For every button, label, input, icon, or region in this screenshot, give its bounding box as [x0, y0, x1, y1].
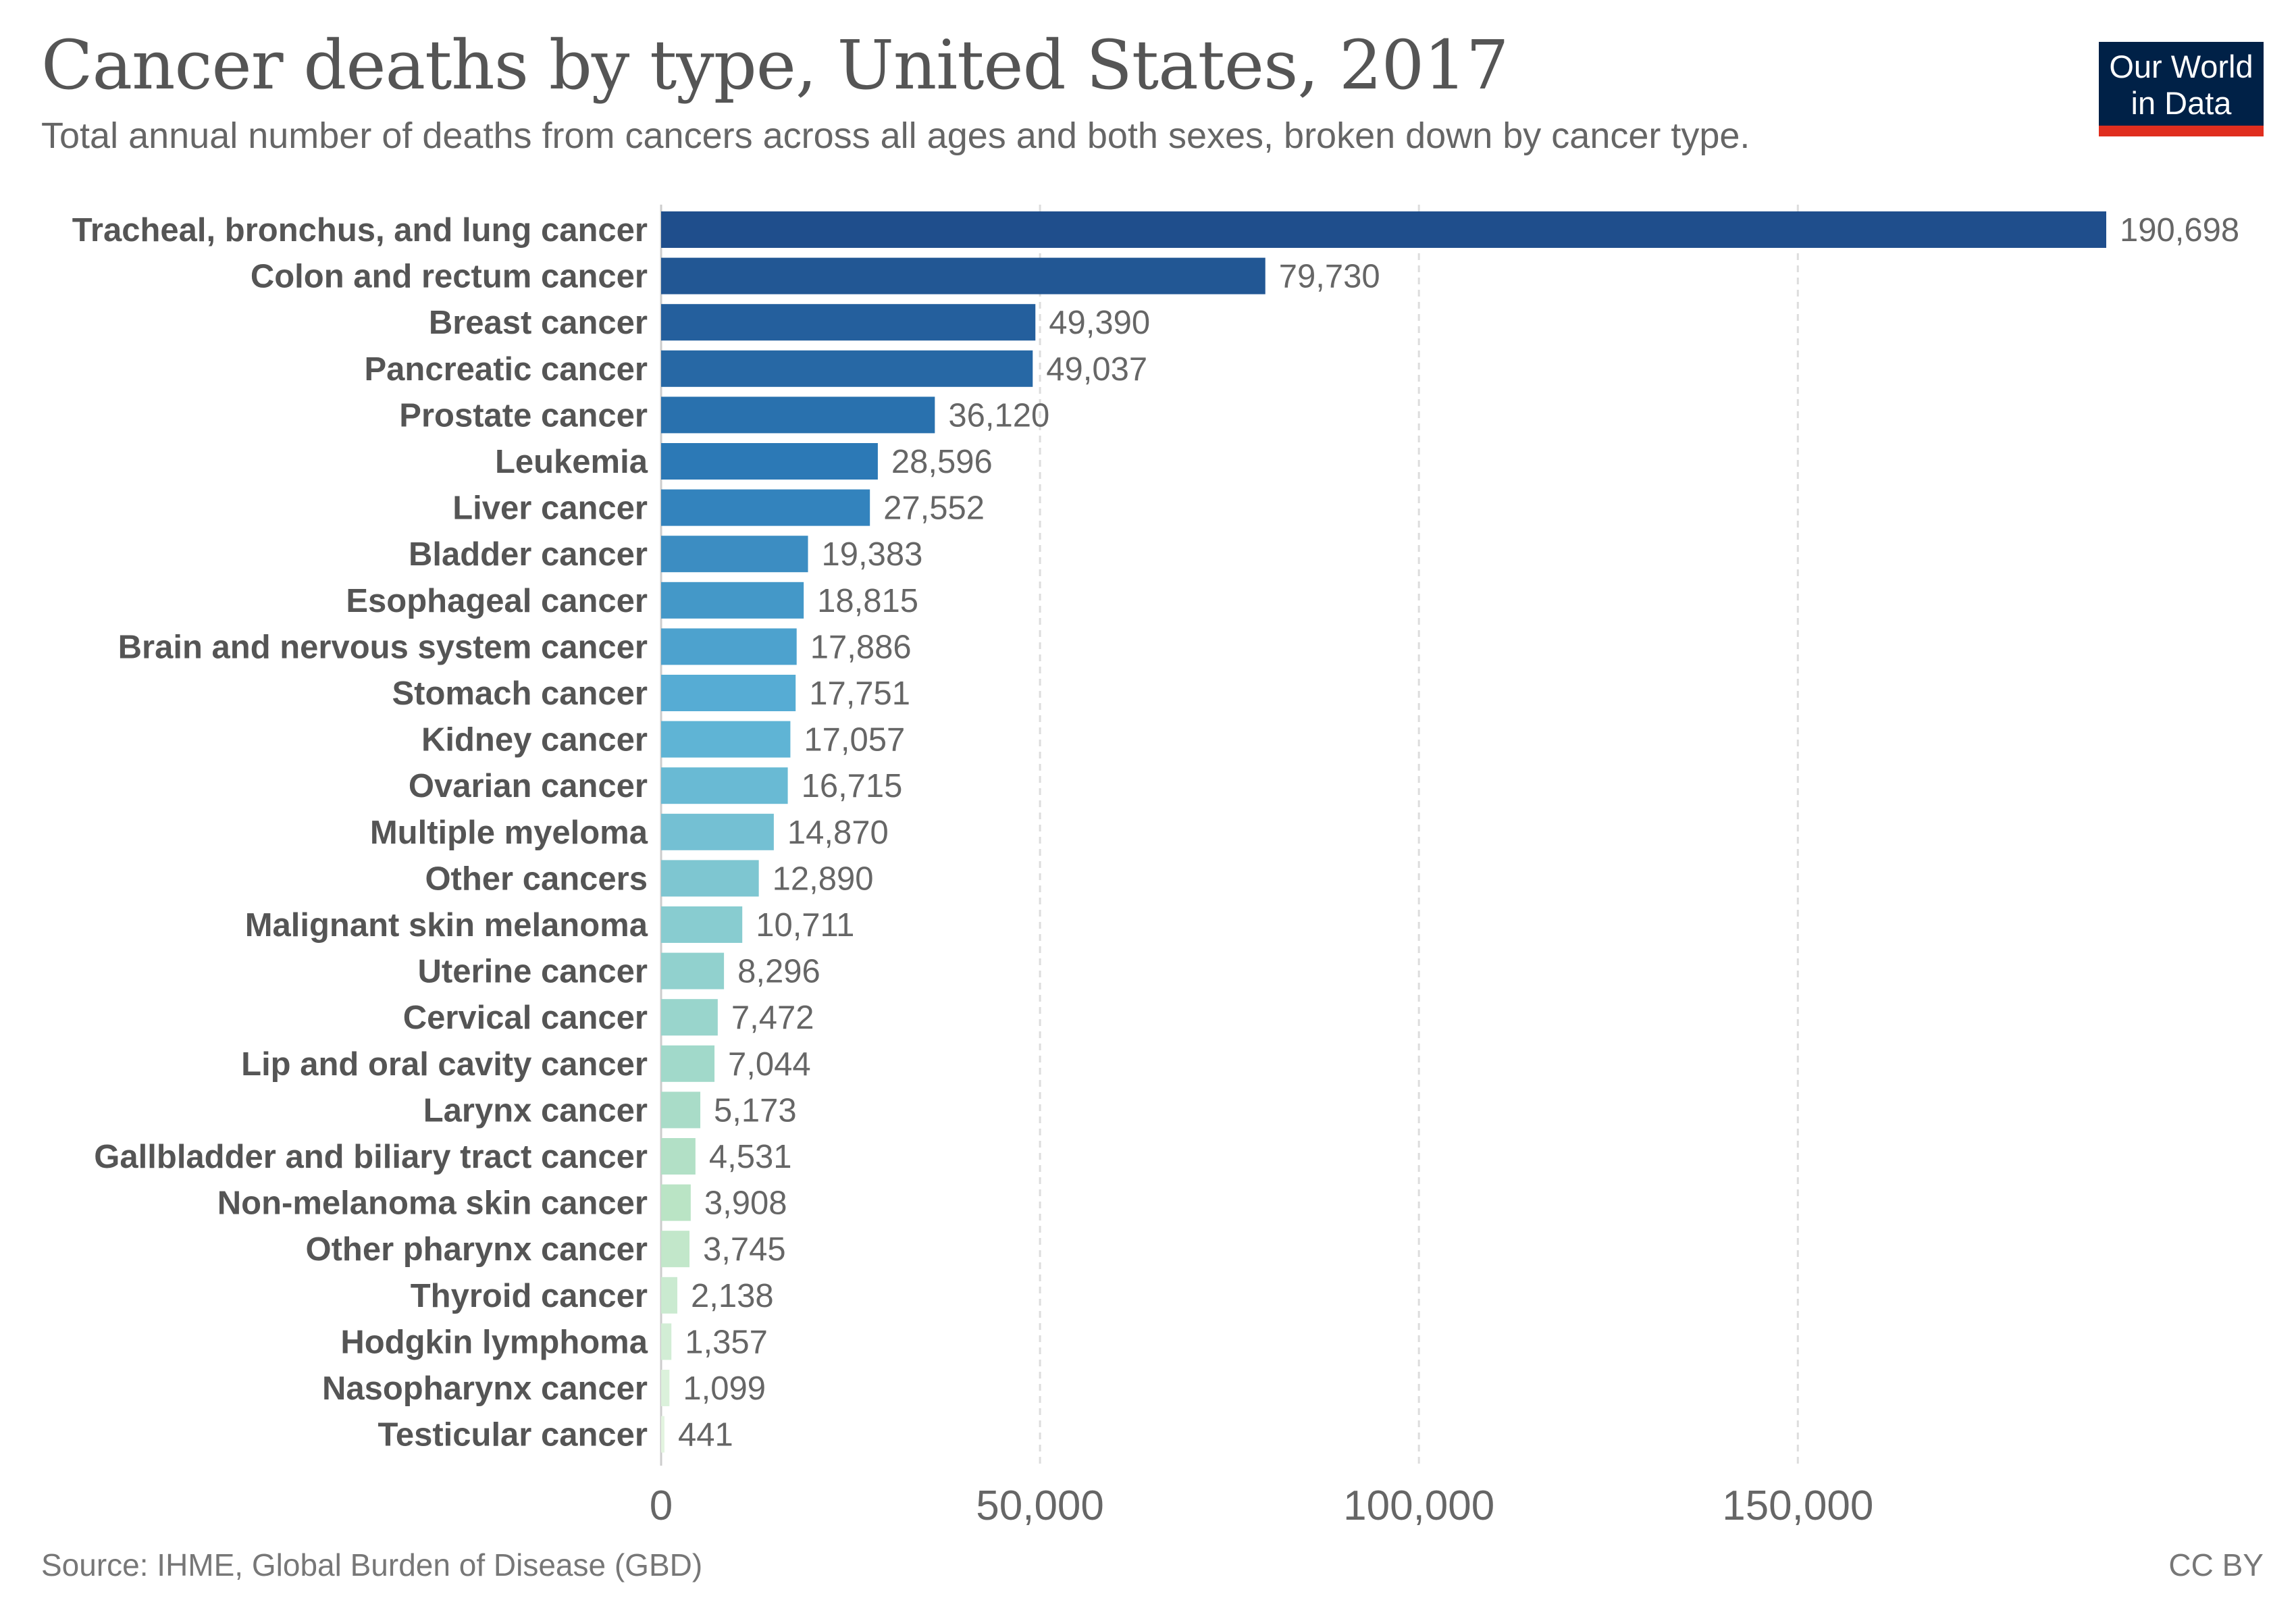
bar[interactable] [661, 443, 878, 480]
category-label: Multiple myeloma [370, 815, 648, 851]
value-labels: 190,698 79,730 49,390 49,037 36,120 28,596 27,… [678, 212, 2239, 1453]
category-label: Lip and oral cavity cancer [241, 1046, 648, 1083]
bars [661, 211, 2106, 1453]
category-label: Uterine cancer [418, 954, 648, 990]
value-label: 12,890 [773, 860, 874, 897]
category-label: Liver cancer [452, 490, 648, 527]
logo-accent-bar [2099, 126, 2264, 136]
value-label: 3,745 [703, 1231, 786, 1268]
x-tick-label: 150,000 [1722, 1483, 1873, 1529]
bar[interactable] [661, 813, 774, 850]
x-axis-ticks: 0 50,000 100,000 150,000 [650, 1483, 1874, 1529]
value-label: 28,596 [891, 444, 993, 480]
category-label: Kidney cancer [421, 722, 648, 758]
value-label: 8,296 [737, 954, 820, 990]
category-label: Other cancers [425, 860, 648, 897]
value-label: 18,815 [817, 583, 918, 619]
value-label: 7,472 [731, 1000, 814, 1036]
category-label: Other pharynx cancer [305, 1231, 648, 1268]
source-note[interactable]: Source: IHME, Global Burden of Disease (… [41, 1547, 703, 1583]
value-label: 79,730 [1279, 259, 1380, 295]
category-label: Cervical cancer [403, 1000, 648, 1036]
value-label: 16,715 [802, 768, 903, 804]
value-label: 190,698 [2120, 212, 2239, 249]
bar[interactable] [661, 1138, 696, 1175]
value-label: 49,037 [1046, 351, 1147, 388]
bar[interactable] [661, 1323, 672, 1360]
value-label: 7,044 [728, 1046, 811, 1083]
category-label: Stomach cancer [392, 675, 648, 712]
bar[interactable] [661, 582, 804, 619]
logo-line-2: in Data [2131, 85, 2232, 121]
category-label: Tracheal, bronchus, and lung cancer [72, 212, 648, 249]
bar[interactable] [661, 952, 725, 989]
category-label: Prostate cancer [399, 397, 648, 434]
bar[interactable] [661, 1045, 715, 1082]
bar[interactable] [661, 999, 718, 1036]
bar[interactable] [661, 628, 797, 665]
bar[interactable] [661, 1370, 670, 1406]
category-labels: Tracheal, bronchus, and lung cancer Colon… [72, 212, 648, 1453]
value-label: 49,390 [1049, 305, 1150, 341]
category-label: Esophageal cancer [346, 583, 648, 619]
bar[interactable] [661, 396, 935, 434]
bar[interactable] [661, 906, 743, 943]
bar[interactable] [661, 1416, 664, 1453]
value-label: 17,886 [810, 629, 912, 665]
value-label: 19,383 [822, 536, 923, 573]
value-label: 27,552 [883, 490, 985, 527]
bar[interactable] [661, 675, 796, 711]
value-label: 1,357 [685, 1324, 768, 1360]
bar[interactable] [661, 489, 870, 526]
chart-title: Cancer deaths by type, United States, 20… [41, 26, 1509, 105]
bar[interactable] [661, 1277, 677, 1314]
value-label: 36,120 [948, 397, 1049, 434]
chart-subtitle: Total annual number of deaths from cance… [41, 115, 1750, 156]
category-label: Pancreatic cancer [365, 351, 648, 388]
category-label: Breast cancer [429, 305, 648, 341]
bar[interactable] [661, 257, 1266, 294]
x-tick-label: 50,000 [976, 1483, 1104, 1529]
value-label: 4,531 [709, 1139, 792, 1175]
category-label: Malignant skin melanoma [245, 907, 648, 944]
logo-line-1: Our World [2109, 49, 2253, 84]
bar[interactable] [661, 304, 1036, 341]
value-label: 5,173 [714, 1092, 797, 1129]
category-label: Larynx cancer [423, 1092, 648, 1129]
category-label: Leukemia [495, 444, 648, 480]
value-label: 3,908 [704, 1185, 787, 1222]
category-label: Brain and nervous system cancer [118, 629, 648, 665]
value-label: 17,751 [809, 675, 910, 712]
bar[interactable] [661, 536, 808, 573]
bar[interactable] [661, 211, 2106, 248]
bar[interactable] [661, 1231, 690, 1268]
value-label: 2,138 [691, 1278, 774, 1314]
category-label: Thyroid cancer [411, 1278, 648, 1314]
bar[interactable] [661, 350, 1033, 387]
category-label: Ovarian cancer [409, 768, 648, 804]
category-label: Nasopharynx cancer [322, 1370, 648, 1407]
value-label: 17,057 [804, 722, 905, 758]
bar[interactable] [661, 1184, 691, 1221]
bar[interactable] [661, 767, 788, 804]
owid-logo[interactable]: Our World in Data [2099, 42, 2264, 136]
bar[interactable] [661, 1091, 701, 1129]
value-label: 1,099 [683, 1370, 766, 1407]
bar[interactable] [661, 860, 759, 897]
license-link[interactable]: CC BY [2168, 1547, 2264, 1583]
category-label: Testicular cancer [378, 1417, 648, 1453]
value-label: 441 [678, 1417, 733, 1453]
value-label: 14,870 [787, 815, 889, 851]
bar[interactable] [661, 721, 791, 758]
category-label: Gallbladder and biliary tract cancer [94, 1139, 648, 1175]
category-label: Non-melanoma skin cancer [217, 1185, 648, 1222]
x-tick-label: 0 [650, 1483, 673, 1529]
category-label: Hodgkin lymphoma [340, 1324, 648, 1360]
category-label: Bladder cancer [409, 536, 648, 573]
category-label: Colon and rectum cancer [251, 259, 648, 295]
x-tick-label: 100,000 [1343, 1483, 1494, 1529]
value-label: 10,711 [756, 907, 854, 944]
